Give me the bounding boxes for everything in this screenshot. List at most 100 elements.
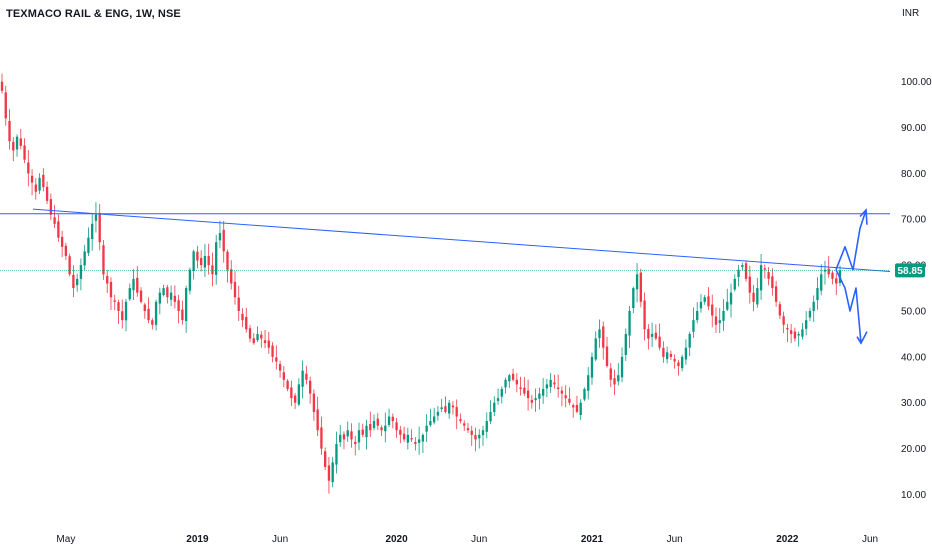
candle — [196, 245, 199, 269]
candle — [722, 299, 725, 331]
candle-body — [602, 326, 605, 348]
candle-body — [782, 316, 785, 325]
candle — [530, 394, 534, 409]
candle — [27, 149, 30, 187]
candle-body — [575, 404, 579, 412]
candle-body — [102, 245, 105, 275]
candle — [211, 252, 214, 287]
candle — [173, 285, 177, 309]
candle — [549, 373, 552, 393]
bearish-projection-arrow[interactable] — [835, 269, 862, 344]
candle-body — [297, 384, 301, 405]
candle-body — [496, 398, 500, 401]
candle-body — [113, 300, 116, 302]
candle — [696, 302, 699, 324]
overlays — [0, 208, 891, 345]
candle-body — [639, 272, 642, 302]
candle-body — [624, 333, 627, 355]
candle-body — [801, 329, 804, 337]
candle-body — [391, 416, 394, 422]
candle-body — [139, 290, 143, 302]
candle — [771, 268, 774, 296]
candle — [222, 220, 225, 263]
candle-body — [230, 269, 233, 284]
candle — [519, 376, 522, 396]
candle — [184, 285, 188, 333]
candle-body — [173, 295, 177, 302]
candle-body — [703, 297, 706, 302]
candle-body — [83, 251, 86, 266]
candle — [181, 300, 184, 325]
candle — [278, 360, 282, 378]
candle-body — [248, 328, 252, 339]
candle-body — [384, 425, 387, 432]
candle — [365, 419, 368, 450]
candle — [767, 267, 770, 286]
candle-body — [271, 345, 274, 357]
candle-body — [481, 430, 485, 436]
candle — [8, 109, 11, 150]
x-tick-label: 2021 — [581, 534, 604, 545]
candle — [158, 287, 161, 315]
candle — [293, 392, 297, 409]
candle — [444, 396, 447, 414]
candle-body — [342, 434, 346, 440]
candle — [463, 420, 466, 431]
candle — [200, 250, 203, 272]
candle-body — [560, 390, 564, 394]
candle — [541, 378, 545, 404]
candle-body — [365, 425, 368, 438]
candle — [459, 413, 462, 424]
candle-body — [72, 274, 75, 289]
candle-body — [752, 292, 755, 302]
candle — [384, 412, 387, 443]
candle — [57, 214, 60, 242]
candle — [587, 367, 590, 400]
candle-body — [369, 424, 372, 431]
candle-body — [79, 265, 83, 279]
candle-body — [275, 357, 278, 362]
candle-body — [511, 373, 515, 380]
candle-body — [68, 256, 71, 275]
candle-body — [696, 310, 699, 321]
candle — [684, 339, 688, 365]
candle-body — [440, 407, 443, 410]
y-tick-label: 30.00 — [901, 398, 926, 409]
candle — [496, 388, 500, 405]
candle — [823, 260, 827, 285]
candle-body — [308, 380, 312, 394]
candle-body — [425, 425, 428, 432]
candle — [301, 360, 304, 399]
candle — [436, 406, 440, 421]
candle-body — [827, 268, 830, 275]
candle — [380, 425, 383, 436]
arrow-head-icon — [859, 208, 868, 225]
candle-body — [684, 347, 688, 360]
candle — [417, 426, 421, 455]
bullish-projection-arrow[interactable] — [835, 209, 867, 271]
candle-body — [681, 356, 684, 369]
candle-body — [617, 375, 620, 382]
candle-body — [523, 387, 526, 394]
candle — [681, 354, 684, 372]
candle-body — [816, 288, 819, 301]
current-price-badge — [895, 263, 925, 278]
candle — [504, 377, 507, 394]
candle — [478, 429, 481, 449]
candle — [726, 288, 729, 312]
candle — [166, 284, 169, 304]
candle-body — [451, 405, 455, 408]
candle-body — [218, 233, 222, 241]
candle-body — [493, 402, 496, 412]
candle-body — [500, 388, 503, 397]
candle — [391, 413, 394, 429]
candle — [237, 285, 240, 321]
candle-body — [290, 387, 293, 399]
candle — [410, 429, 413, 442]
descending-trendline[interactable] — [32, 208, 891, 273]
candle-body — [12, 141, 15, 151]
candle-body — [744, 263, 748, 279]
candle — [421, 433, 425, 453]
x-tick-label: 2019 — [186, 534, 209, 545]
